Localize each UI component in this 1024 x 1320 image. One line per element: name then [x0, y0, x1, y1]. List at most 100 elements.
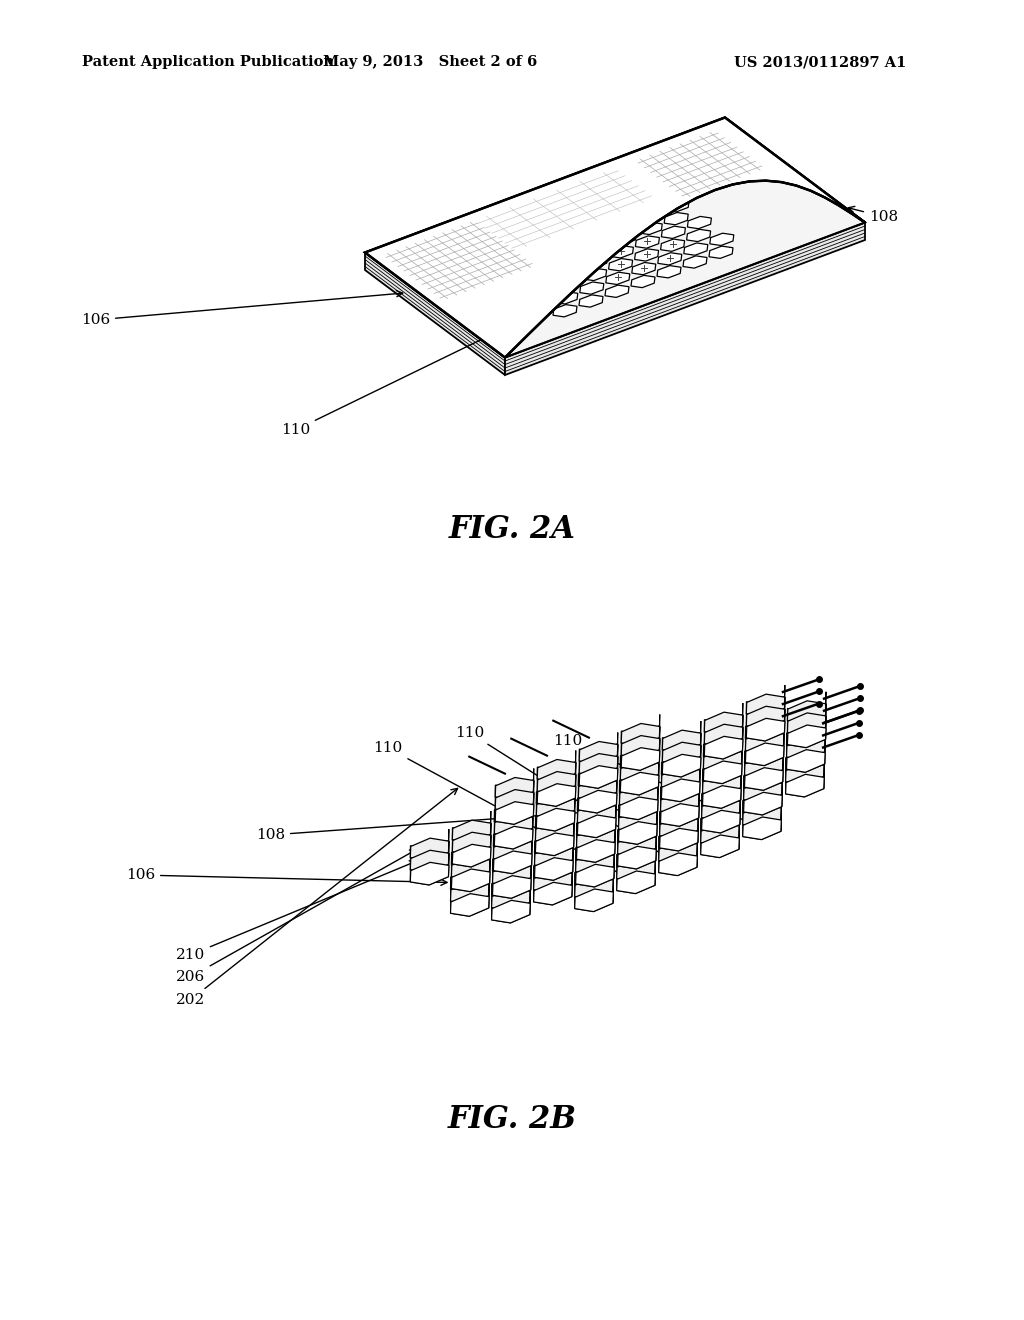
Polygon shape	[509, 259, 534, 271]
Polygon shape	[663, 742, 701, 764]
Polygon shape	[535, 858, 573, 880]
Polygon shape	[764, 746, 783, 766]
Polygon shape	[743, 768, 782, 791]
Polygon shape	[535, 841, 553, 857]
Polygon shape	[575, 859, 595, 875]
Polygon shape	[721, 788, 740, 808]
Polygon shape	[492, 883, 510, 899]
Polygon shape	[680, 781, 699, 801]
Polygon shape	[659, 816, 698, 838]
Polygon shape	[451, 876, 469, 892]
Text: 110: 110	[374, 741, 632, 880]
Polygon shape	[411, 850, 449, 873]
Polygon shape	[597, 792, 616, 813]
Polygon shape	[495, 814, 532, 837]
Polygon shape	[679, 830, 697, 851]
Polygon shape	[700, 810, 739, 833]
Polygon shape	[700, 818, 720, 833]
Polygon shape	[537, 784, 574, 807]
Polygon shape	[451, 870, 489, 892]
Polygon shape	[621, 780, 639, 795]
Polygon shape	[622, 731, 640, 746]
Polygon shape	[640, 750, 659, 771]
Polygon shape	[785, 775, 824, 797]
Polygon shape	[534, 878, 552, 892]
Polygon shape	[510, 903, 529, 923]
Polygon shape	[786, 758, 805, 772]
Polygon shape	[705, 719, 723, 735]
Polygon shape	[658, 829, 697, 851]
Polygon shape	[574, 888, 613, 912]
Polygon shape	[618, 817, 637, 832]
Polygon shape	[492, 896, 510, 911]
Polygon shape	[663, 738, 681, 752]
Polygon shape	[451, 890, 469, 904]
Polygon shape	[578, 810, 596, 825]
Polygon shape	[721, 764, 740, 784]
Polygon shape	[636, 849, 655, 870]
Polygon shape	[617, 854, 637, 869]
Polygon shape	[536, 841, 554, 855]
Polygon shape	[495, 834, 513, 849]
Polygon shape	[555, 787, 574, 807]
Polygon shape	[493, 851, 531, 874]
Polygon shape	[660, 804, 699, 826]
Polygon shape	[595, 817, 614, 838]
Polygon shape	[609, 246, 634, 257]
Polygon shape	[658, 849, 678, 863]
Polygon shape	[702, 793, 721, 808]
Polygon shape	[622, 735, 659, 758]
Polygon shape	[806, 704, 825, 723]
Polygon shape	[785, 758, 805, 772]
Polygon shape	[763, 783, 781, 803]
Polygon shape	[658, 853, 697, 875]
Polygon shape	[512, 841, 531, 862]
Polygon shape	[765, 721, 784, 741]
Polygon shape	[453, 840, 471, 855]
Polygon shape	[746, 694, 785, 717]
Polygon shape	[743, 792, 782, 814]
Polygon shape	[787, 721, 806, 735]
Polygon shape	[494, 826, 532, 850]
Polygon shape	[452, 876, 470, 891]
Polygon shape	[742, 793, 781, 816]
Polygon shape	[496, 797, 514, 812]
Polygon shape	[710, 234, 734, 246]
Polygon shape	[639, 750, 658, 771]
Polygon shape	[552, 861, 571, 880]
Polygon shape	[703, 744, 722, 759]
Polygon shape	[586, 242, 610, 253]
Polygon shape	[579, 785, 597, 801]
Polygon shape	[574, 876, 613, 899]
Polygon shape	[805, 764, 823, 785]
Polygon shape	[659, 804, 698, 826]
Polygon shape	[538, 772, 575, 795]
Polygon shape	[579, 797, 597, 813]
Polygon shape	[552, 884, 571, 906]
Polygon shape	[663, 750, 681, 764]
Polygon shape	[411, 846, 429, 861]
Polygon shape	[587, 228, 611, 242]
Polygon shape	[679, 807, 697, 826]
Polygon shape	[786, 733, 805, 748]
Polygon shape	[636, 236, 659, 248]
Polygon shape	[537, 792, 555, 807]
Polygon shape	[429, 853, 449, 873]
Polygon shape	[631, 276, 655, 288]
Polygon shape	[638, 787, 657, 808]
Polygon shape	[703, 748, 742, 771]
Polygon shape	[785, 770, 805, 785]
Polygon shape	[616, 871, 655, 894]
Text: 110: 110	[553, 734, 758, 826]
Polygon shape	[579, 294, 603, 308]
Polygon shape	[492, 900, 530, 923]
Polygon shape	[469, 884, 488, 904]
Polygon shape	[620, 785, 658, 808]
Polygon shape	[657, 265, 681, 279]
Polygon shape	[786, 750, 825, 772]
Polygon shape	[703, 762, 742, 784]
Polygon shape	[579, 779, 616, 801]
Polygon shape	[687, 230, 711, 242]
Polygon shape	[721, 800, 739, 821]
Polygon shape	[471, 834, 490, 855]
